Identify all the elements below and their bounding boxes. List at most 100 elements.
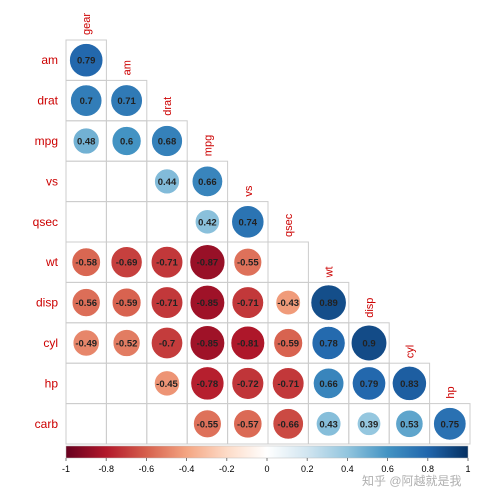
corr-circle-am-gear (69, 43, 104, 78)
corr-value-hp-disp: 0.79 (360, 379, 379, 390)
corr-value-carb-qsec: -0.66 (277, 419, 299, 430)
corr-circle-carb-vs (233, 409, 263, 439)
corr-value-hp-vs: -0.72 (237, 379, 259, 390)
corr-value-wt-vs: -0.55 (237, 258, 259, 269)
colorbar-gradient (65, 445, 469, 459)
colorbar: -1 -0.8 -0.6 -0.4 -0.2 0 0.2 0.4 0.6 0.8 1 (62, 445, 471, 474)
grid-cell (65, 362, 107, 405)
corr-circle-disp-mpg (189, 285, 225, 321)
corr-value-carb-wt: 0.43 (319, 419, 338, 430)
corr-value-carb-mpg: -0.55 (197, 419, 219, 430)
corr-value-disp-drat: -0.71 (156, 298, 178, 309)
column-label-hp: hp (445, 386, 457, 398)
corr-value-cyl-wt: 0.78 (319, 339, 338, 350)
corr-value-wt-mpg: -0.87 (197, 258, 219, 269)
corr-value-am-gear: 0.79 (77, 56, 96, 67)
corr-value-mpg-gear: 0.48 (77, 137, 96, 148)
corr-value-hp-wt: 0.66 (319, 379, 338, 390)
corr-value-drat-am: 0.71 (117, 96, 136, 107)
grid-cell (105, 362, 148, 405)
grid-cell (65, 160, 107, 203)
corr-circle-disp-gear (71, 288, 101, 317)
row-label-carb: carb (35, 417, 59, 431)
corr-value-mpg-drat: 0.68 (158, 137, 177, 148)
row-label-drat: drat (37, 94, 58, 108)
corr-value-hp-qsec: -0.71 (277, 379, 299, 390)
grid-cell (146, 201, 188, 243)
corr-circle-qsec-vs (231, 205, 265, 239)
corr-circle-disp-qsec (275, 290, 301, 316)
colorbar-tick-label: 0.2 (301, 464, 314, 474)
corr-value-vs-drat: 0.44 (158, 177, 177, 188)
corr-circle-cyl-mpg (189, 325, 225, 361)
corr-circle-wt-drat (150, 246, 184, 279)
corr-circle-mpg-gear (72, 127, 100, 155)
corr-value-cyl-qsec: -0.59 (277, 339, 299, 350)
column-label-qsec: qsec (283, 213, 295, 237)
corr-circle-wt-am (110, 246, 143, 279)
corr-circle-drat-gear (70, 84, 103, 117)
corr-circle-mpg-drat (151, 125, 183, 157)
corr-circle-disp-wt (310, 284, 347, 321)
corr-circle-cyl-am (112, 329, 141, 357)
column-label-drat: drat (162, 97, 174, 116)
grid-cell (267, 241, 309, 283)
corr-value-wt-am: -0.69 (116, 258, 138, 269)
row-label-wt: wt (45, 255, 59, 269)
corr-circle-hp-qsec (272, 367, 305, 400)
colorbar-tick-label: 0.4 (341, 464, 354, 474)
colorbar-tick-label: -1 (62, 464, 70, 474)
corr-circle-disp-am (111, 287, 142, 318)
corr-value-disp-mpg: -0.85 (197, 298, 219, 309)
row-label-cyl: cyl (43, 336, 58, 350)
corr-circle-carb-wt (316, 411, 342, 437)
corr-value-mpg-am: 0.6 (120, 137, 133, 148)
grid-cell (146, 403, 188, 445)
corr-circle-disp-vs (231, 286, 264, 319)
corr-circle-cyl-qsec (273, 328, 303, 358)
corr-circle-hp-cyl (392, 366, 427, 401)
corr-circle-hp-disp (352, 366, 386, 401)
corr-circle-wt-gear (71, 247, 101, 277)
corr-circle-carb-cyl (395, 409, 424, 438)
corr-circle-carb-mpg (193, 409, 222, 438)
colorbar-tick-label: 0.8 (422, 464, 435, 474)
corr-circle-vs-mpg (191, 165, 223, 197)
corr-value-disp-qsec: -0.43 (277, 298, 299, 309)
corr-value-disp-wt: 0.89 (319, 298, 338, 309)
grid-cell (105, 403, 148, 445)
corr-circle-wt-vs (233, 248, 262, 277)
corr-circle-cyl-gear (72, 329, 100, 357)
corr-circle-hp-drat (154, 370, 180, 397)
corr-value-drat-gear: 0.7 (80, 96, 93, 107)
corr-value-carb-cyl: 0.53 (400, 419, 419, 430)
corr-value-qsec-vs: 0.74 (239, 217, 258, 228)
corr-circle-carb-disp (357, 411, 381, 436)
colorbar-tick-label: -0.6 (139, 464, 155, 474)
corr-circle-carb-qsec (272, 408, 304, 440)
corr-value-qsec-mpg: 0.42 (198, 217, 217, 228)
row-label-hp: hp (45, 376, 59, 390)
corr-value-hp-cyl: 0.83 (400, 379, 419, 390)
corr-circle-cyl-disp (350, 324, 388, 362)
corr-value-cyl-gear: -0.49 (75, 339, 97, 350)
corr-circle-mpg-am (111, 126, 142, 156)
column-label-vs: vs (243, 185, 255, 196)
corr-value-wt-drat: -0.71 (156, 258, 178, 269)
corr-circle-hp-wt (313, 367, 345, 399)
row-label-vs: vs (46, 174, 58, 188)
grid-cell (429, 403, 471, 445)
row-label-disp: disp (36, 296, 58, 310)
grid-lines (65, 39, 471, 445)
row-label-mpg: mpg (35, 134, 58, 148)
correlation-circles (69, 43, 467, 441)
corr-value-cyl-am: -0.52 (116, 339, 138, 350)
colorbar-tick-label: 0.6 (381, 464, 394, 474)
correlation-values: 0.79 0.7 0.71 0.48 0.6 0.68 0.44 0.66 0.42 0.74 -0… (75, 56, 459, 431)
corr-circle-vs-drat (154, 168, 180, 195)
corr-circle-disp-drat (150, 286, 184, 319)
corr-value-hp-mpg: -0.78 (197, 379, 219, 390)
corr-circle-hp-mpg (190, 366, 225, 401)
corr-circle-cyl-vs (230, 325, 265, 361)
